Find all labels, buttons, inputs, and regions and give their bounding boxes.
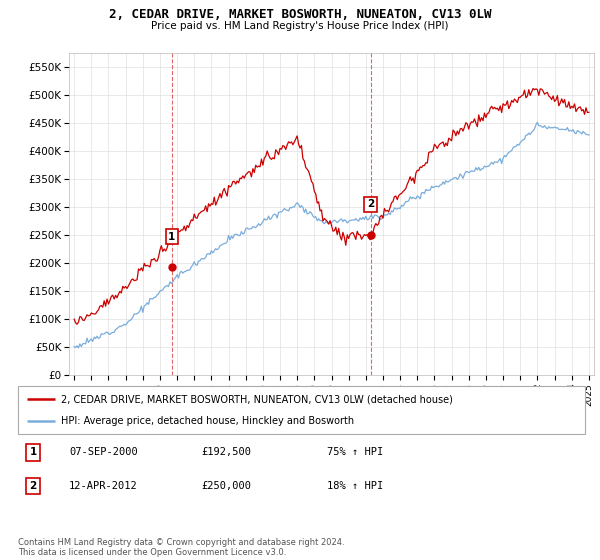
Text: 12-APR-2012: 12-APR-2012 — [69, 481, 138, 491]
Text: Price paid vs. HM Land Registry's House Price Index (HPI): Price paid vs. HM Land Registry's House … — [151, 21, 449, 31]
Text: Contains HM Land Registry data © Crown copyright and database right 2024.
This d: Contains HM Land Registry data © Crown c… — [18, 538, 344, 557]
Text: 2, CEDAR DRIVE, MARKET BOSWORTH, NUNEATON, CV13 0LW (detached house): 2, CEDAR DRIVE, MARKET BOSWORTH, NUNEATO… — [61, 394, 452, 404]
Text: 07-SEP-2000: 07-SEP-2000 — [69, 447, 138, 458]
Text: £250,000: £250,000 — [201, 481, 251, 491]
Text: 2: 2 — [29, 481, 37, 491]
Text: 1: 1 — [29, 447, 37, 458]
Text: 75% ↑ HPI: 75% ↑ HPI — [327, 447, 383, 458]
FancyBboxPatch shape — [18, 386, 585, 434]
Text: 2, CEDAR DRIVE, MARKET BOSWORTH, NUNEATON, CV13 0LW: 2, CEDAR DRIVE, MARKET BOSWORTH, NUNEATO… — [109, 8, 491, 21]
Text: 18% ↑ HPI: 18% ↑ HPI — [327, 481, 383, 491]
Text: 2: 2 — [367, 199, 374, 209]
Text: £192,500: £192,500 — [201, 447, 251, 458]
Text: 1: 1 — [168, 232, 175, 241]
Text: HPI: Average price, detached house, Hinckley and Bosworth: HPI: Average price, detached house, Hinc… — [61, 416, 353, 426]
